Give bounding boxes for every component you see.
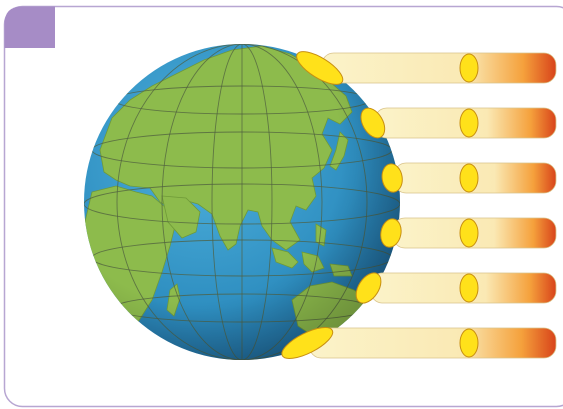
globe-shading xyxy=(84,44,400,360)
beam-cross-section-4 xyxy=(459,218,479,248)
beam-cross-section-1 xyxy=(459,53,479,83)
beam-cross-section-5 xyxy=(459,273,479,303)
sunlit-spot-2 xyxy=(360,107,386,139)
sunlit-spot-4 xyxy=(380,218,402,248)
sunlight-beams xyxy=(281,51,557,359)
sunlit-spot-3 xyxy=(381,163,403,193)
sun-beam-1 xyxy=(321,52,557,84)
sun-beam-6 xyxy=(308,327,557,359)
sunlit-spot-5 xyxy=(355,272,382,304)
beam-cross-section-6 xyxy=(459,328,479,358)
sunlit-spot-1 xyxy=(296,51,344,85)
sunlit-spot-6 xyxy=(281,327,334,359)
beam-cross-section-3 xyxy=(459,163,479,193)
globe xyxy=(84,44,400,360)
beam-cross-section-2 xyxy=(459,108,479,138)
corner-tab xyxy=(4,6,55,48)
